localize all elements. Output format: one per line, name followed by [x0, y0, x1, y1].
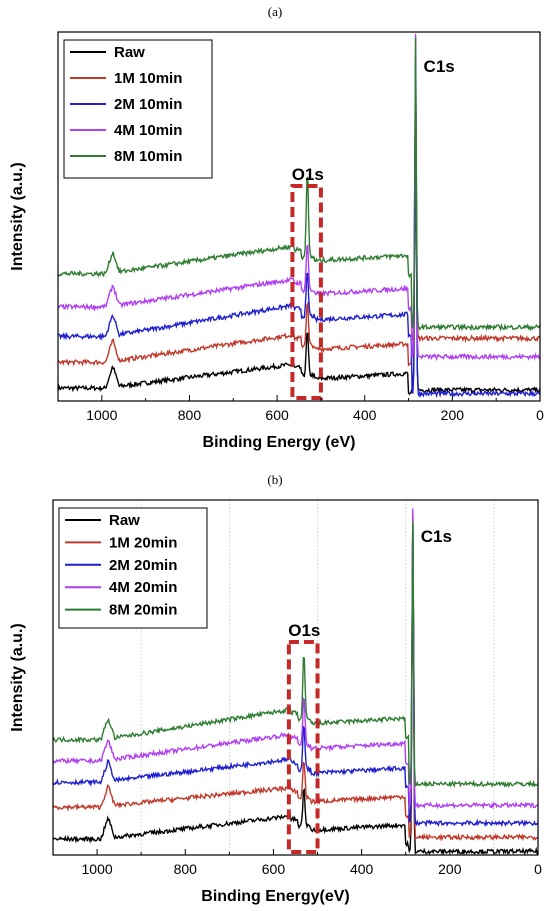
panel-a-tag: (a) [267, 4, 283, 19]
plot-frame [52, 499, 539, 856]
series-line [53, 513, 538, 855]
x-tick-label: 600 [262, 861, 286, 877]
chart-b: 1000 800 600 400 200 0 Binding Energy(eV) Inten… [9, 499, 542, 905]
series-line [58, 37, 540, 332]
series-group [58, 33, 540, 399]
series-line [53, 514, 538, 842]
legend-entry: Raw [109, 512, 140, 529]
x-tick-label: 200 [438, 861, 462, 877]
series-line [53, 521, 538, 789]
legend-entry: 4M 20min [109, 579, 177, 596]
panel-b-tag: (b) [267, 472, 283, 487]
series-group [53, 508, 538, 855]
legend-entry: Raw [114, 44, 145, 61]
x-tick-label: 0 [534, 861, 542, 877]
x-tick-label: 1000 [86, 407, 117, 423]
c1s-label: C1s [421, 527, 452, 546]
c1s-label: C1s [424, 57, 455, 76]
series-line [58, 56, 540, 396]
series-line [53, 513, 538, 828]
x-axis-label: Binding Energy (eV) [203, 434, 356, 451]
x-tick-label: 600 [265, 407, 289, 423]
chart-a: 1000 800 600 400 200 0 Binding Energy (eV) Inte… [9, 31, 544, 451]
x-tick-label: 1000 [82, 861, 113, 877]
x-tick-label: 800 [174, 861, 198, 877]
x-tick-label: 200 [441, 407, 465, 423]
x-tick-label: 0 [536, 407, 544, 423]
series-line [58, 54, 540, 399]
o1s-label: O1s [288, 621, 320, 640]
legend-box [58, 507, 208, 629]
x-tick-label: 400 [350, 861, 374, 877]
legend-entry: 8M 20min [109, 602, 177, 619]
x-tick-label: 400 [353, 407, 377, 423]
y-axis-label: Intensity (a.u.) [9, 162, 26, 270]
x-axis-label: Binding Energy(eV) [201, 888, 349, 905]
legend-entry: 2M 10min [114, 96, 182, 113]
legend-entry: 1M 20min [109, 534, 177, 551]
y-axis-label: Intensity (a.u.) [9, 623, 26, 731]
series-line [53, 508, 538, 810]
legend-entry: 4M 10min [114, 122, 182, 139]
legend-entry: 1M 10min [114, 70, 182, 87]
series-line [58, 33, 540, 362]
x-tick-label: 800 [178, 407, 202, 423]
legend-entry: 8M 10min [114, 148, 182, 165]
series-line [58, 67, 540, 367]
legend-entry: 2M 20min [109, 557, 177, 574]
plot-frame [57, 31, 541, 402]
o1s-label: O1s [292, 165, 324, 184]
